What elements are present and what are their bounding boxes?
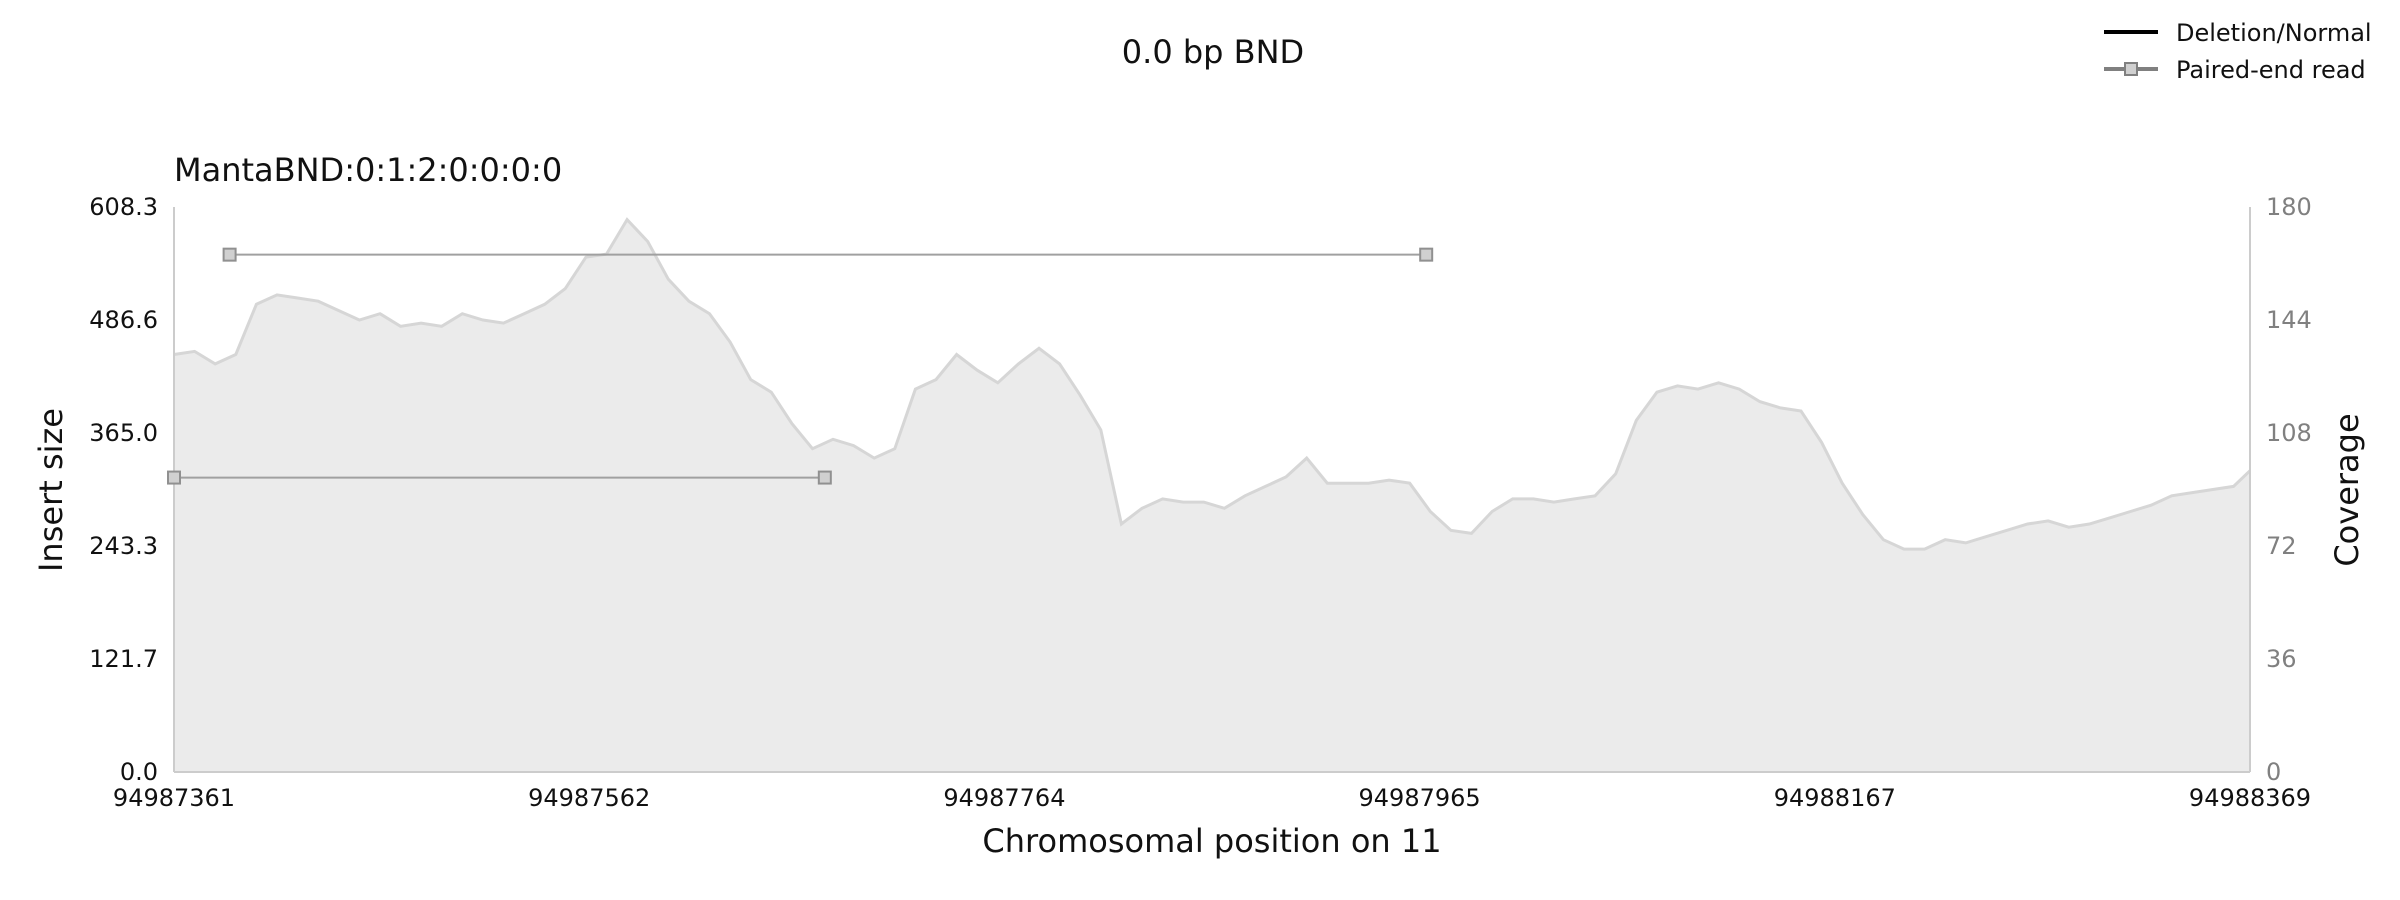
legend-label-deletion-normal: Deletion/Normal <box>2176 19 2372 47</box>
y-tick-left: 243.3 <box>89 532 158 560</box>
paired-end-read-marker <box>817 470 832 485</box>
x-ticks: 94987361 94987562 94987764 94987965 94988167… <box>113 784 2311 812</box>
x-tick: 94987562 <box>528 784 650 812</box>
y-ticks-right: 0 36 72 108 144 180 <box>2266 193 2312 786</box>
y-tick-left: 121.7 <box>89 645 158 673</box>
paired-end-read-marker <box>222 247 237 262</box>
reads-layer <box>167 247 1434 485</box>
x-tick: 94988167 <box>1774 784 1896 812</box>
y-tick-left: 486.6 <box>89 306 158 334</box>
y-ticks-left: 0.0 121.7 243.3 365.0 486.6 608.3 <box>89 193 158 786</box>
y-tick-left: 0.0 <box>120 758 158 786</box>
y-tick-right: 0 <box>2266 758 2281 786</box>
legend-marker-paired-end-read <box>2124 62 2138 76</box>
x-axis-label: Chromosomal position on 11 <box>982 822 1441 860</box>
y-axis-label-right: Coverage <box>2328 413 2366 566</box>
legend: Deletion/Normal Paired-end read <box>2104 19 2372 84</box>
y-tick-left: 365.0 <box>89 419 158 447</box>
x-tick: 94987361 <box>113 784 235 812</box>
x-tick: 94987965 <box>1359 784 1481 812</box>
y-axis-label-left: Insert size <box>32 408 70 572</box>
x-tick: 94987764 <box>943 784 1065 812</box>
paired-end-read-marker <box>167 470 181 485</box>
y-tick-right: 108 <box>2266 419 2312 447</box>
chart-subtitle: MantaBND:0:1:2:0:0:0:0 <box>174 151 562 189</box>
x-tick: 94988369 <box>2189 784 2311 812</box>
coverage-outline <box>173 217 2252 551</box>
coverage-area <box>174 219 2250 773</box>
y-tick-right: 144 <box>2266 306 2312 334</box>
y-tick-left: 608.3 <box>89 193 158 221</box>
coverage-layer <box>173 217 2252 773</box>
y-tick-right: 180 <box>2266 193 2312 221</box>
paired-end-read-marker <box>1419 247 1434 262</box>
chart-title: 0.0 bp BND <box>1122 33 1304 71</box>
legend-label-paired-end-read: Paired-end read <box>2176 56 2366 84</box>
y-tick-right: 36 <box>2266 645 2297 673</box>
y-tick-right: 72 <box>2266 532 2297 560</box>
